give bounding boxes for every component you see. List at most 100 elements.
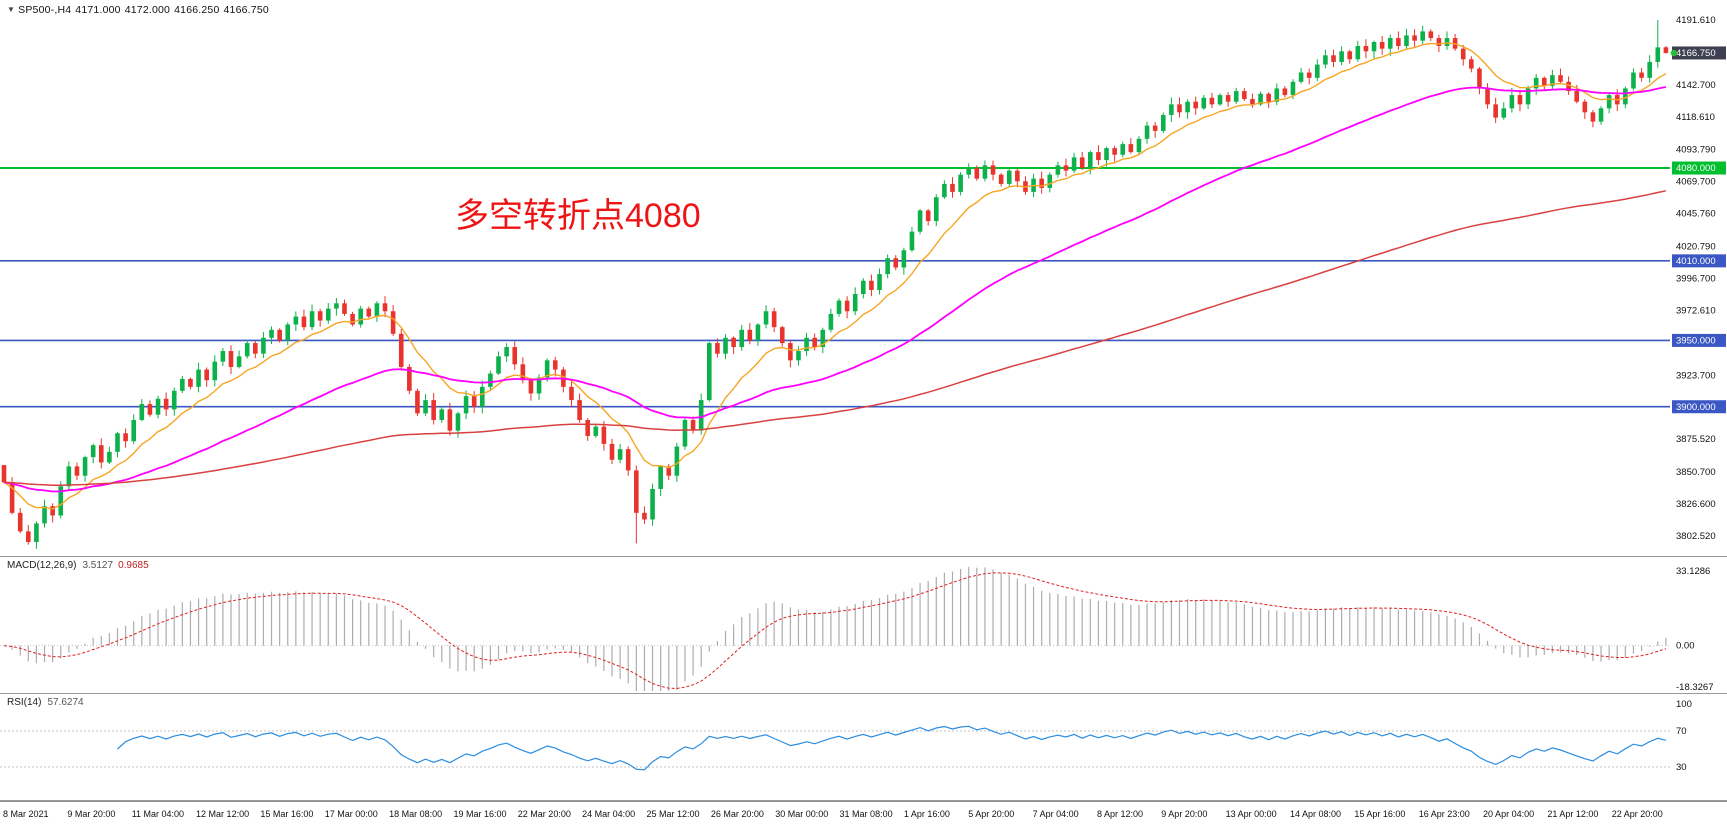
axis-tick-label: 3923.700 <box>1676 370 1716 381</box>
candle-body <box>1152 125 1158 131</box>
time-label: 12 Mar 12:00 <box>196 809 250 819</box>
price-badge <box>1672 161 1726 175</box>
candle-body <box>366 308 372 317</box>
axis-tick-label: 30 <box>1676 762 1687 773</box>
candle-body <box>771 311 777 328</box>
price-chart-panel[interactable]: 4191.610 4142.700 4118.610 4093.790 4069.700… <box>0 0 1727 556</box>
candle-body <box>277 329 282 341</box>
candle-body <box>431 400 436 420</box>
candle-body <box>609 443 615 460</box>
candle-body <box>1177 104 1182 113</box>
candle-body <box>398 333 404 367</box>
candle-body <box>220 351 226 362</box>
candle-body <box>869 280 874 291</box>
candle-body <box>796 351 801 361</box>
candle-body <box>1566 81 1571 92</box>
candle-body <box>147 404 153 415</box>
candle-body <box>228 351 234 367</box>
candle-body <box>666 466 672 476</box>
panel-separator[interactable] <box>0 693 1727 694</box>
ohlc-close: 4166.750 <box>223 4 269 16</box>
candle-body <box>1509 95 1515 109</box>
candle-body <box>325 308 331 321</box>
macd-name: MACD(12,26,9) <box>7 560 77 571</box>
price-badge <box>1672 254 1726 268</box>
macd-indicator-panel[interactable]: 33.1286 0.00 -18.3267 MACD(12,26,9) 3.5127 0… <box>0 557 1727 693</box>
candle-body <box>1258 93 1263 105</box>
panel-separator[interactable] <box>0 800 1727 801</box>
macd-svg: 33.1286 0.00 -18.3267 <box>0 566 1714 693</box>
macd-label: MACD(12,26,9) 3.5127 0.9685 <box>7 560 149 571</box>
candle-body <box>1420 31 1425 41</box>
candle-body <box>1 465 7 483</box>
candle-body <box>1550 75 1555 86</box>
candle-body <box>504 347 509 357</box>
candle-body <box>804 337 809 352</box>
candle-body <box>1477 68 1482 89</box>
time-label: 15 Apr 16:00 <box>1354 809 1406 819</box>
candle-body <box>642 512 647 520</box>
rsi-indicator-panel[interactable]: 100 70 30 RSI(14) 57.6274 <box>0 694 1727 800</box>
candle-body <box>58 486 64 516</box>
candle-body <box>634 470 639 513</box>
time-axis[interactable]: 8 Mar 2021 9 Mar 20:00 11 Mar 04:00 12 Mar … <box>0 801 1727 830</box>
candle-body <box>658 466 663 489</box>
candle-body <box>1063 165 1069 171</box>
candle-body <box>26 531 31 543</box>
candle-body <box>763 311 769 325</box>
candle-body <box>1379 42 1385 49</box>
macd-signal-line <box>3 572 1667 690</box>
rsi-value: 57.6274 <box>47 697 84 708</box>
panel-separator[interactable] <box>0 556 1727 557</box>
candle-body <box>552 360 558 370</box>
candle-body <box>407 366 412 391</box>
axis-tick-label: 4191.610 <box>1676 15 1716 26</box>
candle-body <box>877 274 882 291</box>
time-label: 21 Apr 12:00 <box>1547 809 1599 819</box>
axis-tick-label: -18.3267 <box>1676 682 1714 693</box>
time-label: 20 Apr 04:00 <box>1483 809 1535 819</box>
candle-body <box>90 445 96 458</box>
candle-body <box>1469 59 1474 69</box>
candle-body <box>301 316 307 328</box>
candle-body <box>1404 35 1409 47</box>
price-badge <box>1672 333 1726 347</box>
candle-body <box>569 386 574 401</box>
axis-tick-label: 4166.750 <box>1676 48 1716 59</box>
candle-body <box>1355 46 1361 60</box>
candle-body <box>1412 35 1417 41</box>
candle-body <box>204 369 209 381</box>
moving-average-fast <box>3 42 1667 510</box>
candle-body <box>512 347 518 365</box>
candle-body <box>1525 88 1531 105</box>
candle-body <box>1144 125 1150 139</box>
axis-tick-label: 33.1286 <box>1676 566 1710 577</box>
price-axis: 4191.610 4142.700 4118.610 4093.790 4069.700… <box>1676 15 1716 542</box>
candle-body <box>1071 157 1077 171</box>
candle-body <box>950 183 955 192</box>
candle-body <box>520 364 526 381</box>
symbol-name: SP500-,H4 <box>18 4 72 16</box>
candle-body <box>1582 101 1588 113</box>
candle-body <box>123 433 128 442</box>
candle-body <box>1574 91 1580 102</box>
candle-body <box>901 250 907 268</box>
moving-average-mid <box>3 86 1667 493</box>
candle-body <box>1047 174 1053 188</box>
candle-body <box>1169 104 1174 115</box>
candle-body <box>115 433 120 452</box>
candle-body <box>528 380 534 394</box>
candle-body <box>131 419 137 442</box>
axis-tick-label: 4142.700 <box>1676 80 1716 91</box>
text-annotation: 多空转折点4080 <box>455 197 701 235</box>
time-label: 8 Mar 2021 <box>3 809 49 819</box>
candle-body <box>885 258 890 275</box>
candle-body <box>98 445 104 463</box>
time-label: 26 Mar 20:00 <box>710 809 764 819</box>
time-label: 15 Mar 16:00 <box>260 809 314 819</box>
candle-body <box>50 506 55 516</box>
time-label: 18 Mar 08:00 <box>389 809 443 819</box>
candle-body <box>844 300 850 312</box>
candle-body <box>463 396 469 414</box>
macd-signal-value: 0.9685 <box>118 560 149 571</box>
